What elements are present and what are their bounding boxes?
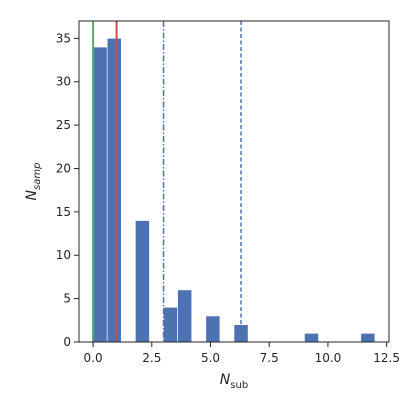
histogram-bar-5 — [163, 306, 178, 343]
histogram-bar-1 — [106, 38, 122, 343]
y-axis-label-main: N — [24, 189, 40, 200]
y-tick-label: 15 — [56, 205, 71, 219]
plot-frame — [78, 20, 390, 343]
histogram-bar-8 — [205, 315, 221, 343]
histogram-bar-3 — [135, 220, 150, 343]
x-axis-label: Nsub — [220, 372, 248, 391]
x-tick-label: 10.0 — [315, 351, 342, 365]
reference-lines-group — [92, 21, 242, 342]
y-tick-label: 30 — [56, 75, 71, 89]
y-tick-label: 20 — [56, 161, 71, 175]
histogram-bar-0 — [92, 46, 108, 343]
y-tick-label: 35 — [56, 31, 71, 45]
x-tick-label: 0.0 — [84, 351, 103, 365]
x-tick-label: 12.5 — [373, 351, 400, 365]
histogram-bar-19 — [360, 333, 376, 343]
y-axis-ticks: 0 5 10 15 20 25 30 35 — [56, 31, 79, 349]
histogram-bar-15 — [304, 333, 319, 343]
y-tick-label: 25 — [56, 118, 71, 132]
y-tick-label: 5 — [63, 292, 71, 306]
x-tick-label: 5.0 — [201, 351, 220, 365]
x-axis-label-main: N — [220, 372, 231, 388]
x-tick-label: 7.5 — [260, 351, 279, 365]
histogram-bar-6 — [177, 289, 193, 343]
bars-group — [92, 38, 376, 343]
x-tick-label: 2.5 — [142, 351, 161, 365]
y-tick-label: 10 — [56, 248, 71, 262]
y-tick-label: 0 — [63, 335, 71, 349]
y-axis-label: Nsamp — [24, 163, 43, 201]
x-axis-label-subscript: sub — [230, 380, 248, 391]
y-axis-label-subscript: samp — [32, 163, 43, 190]
x-axis-ticks: 0.0 2.5 5.0 7.5 10.0 12.5 — [84, 342, 400, 365]
